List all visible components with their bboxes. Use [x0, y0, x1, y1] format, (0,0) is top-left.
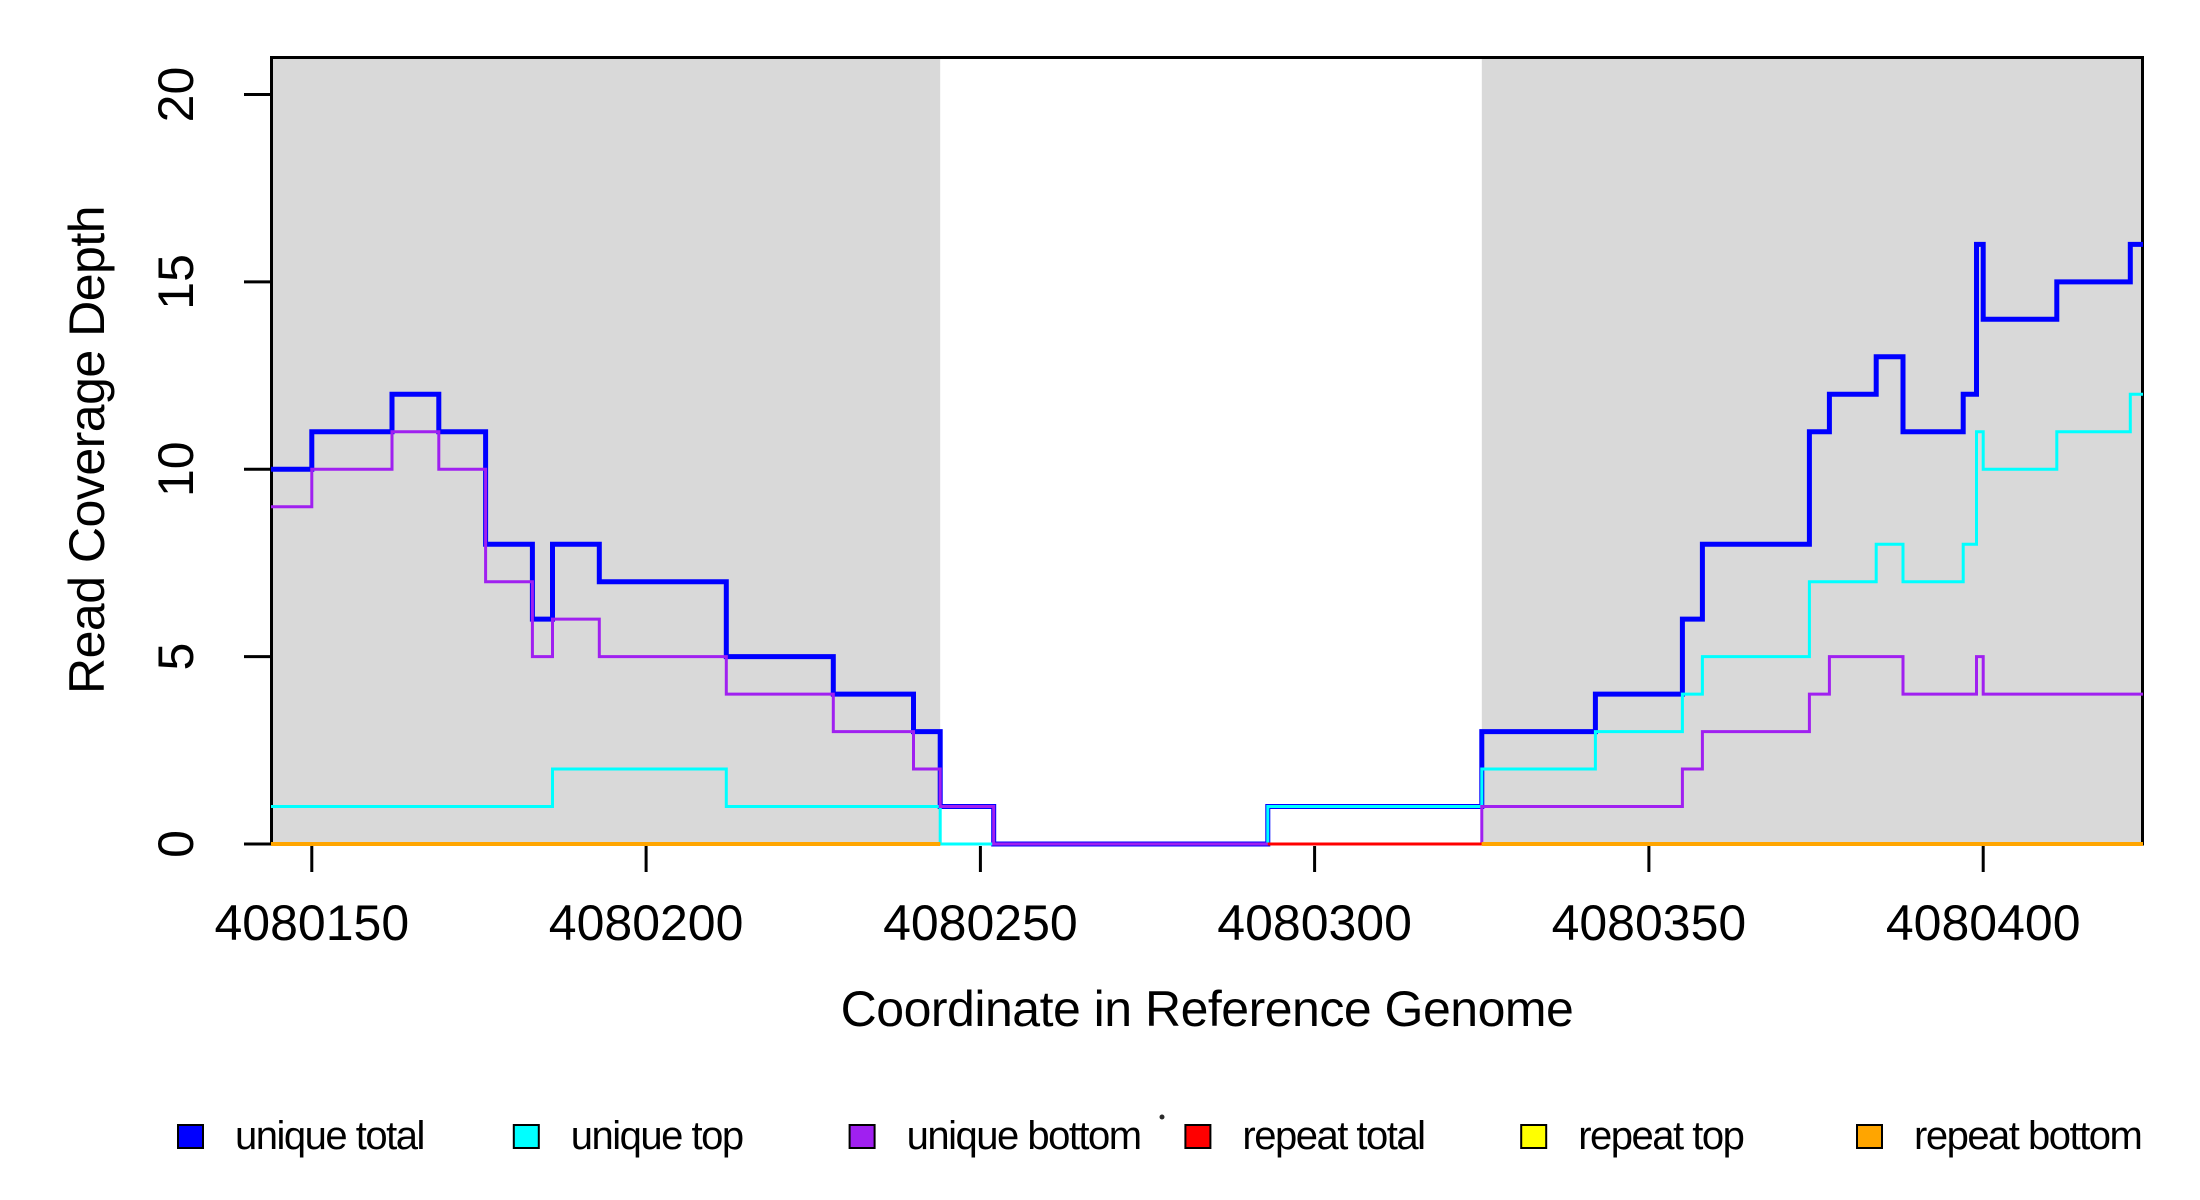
legend-label-repeat-total: repeat total	[1242, 1114, 1424, 1158]
x-tick-label: 4080350	[1552, 895, 1747, 951]
series-line-unique-top	[271, 392, 2143, 846]
masked-region-shade	[271, 58, 941, 844]
legend-item-unique-total: unique total	[177, 1114, 425, 1158]
legend-item-repeat-total: repeat total	[1184, 1114, 1426, 1158]
legend-item-repeat-top: repeat top	[1520, 1114, 1745, 1158]
legend-label-repeat-bottom: repeat bottom	[1914, 1114, 2141, 1158]
x-axis-title: Coordinate in Reference Genome	[841, 981, 1574, 1037]
legend-swatch-repeat-bottom	[1856, 1124, 1883, 1149]
legend: unique total unique top unique bottom repea…	[177, 1114, 2143, 1158]
legend-swatch-unique-bottom	[848, 1124, 876, 1149]
shaded-regions	[271, 58, 2143, 844]
y-tick-label: 15	[148, 254, 204, 310]
y-axis-title: Read Coverage Depth	[59, 206, 115, 694]
legend-swatch-repeat-top	[1520, 1124, 1548, 1149]
x-tick-label: 4080250	[883, 895, 1078, 951]
legend-item-unique-top: unique top	[512, 1114, 744, 1158]
masked-region-shade	[1481, 58, 2143, 844]
legend-label-unique-total: unique total	[235, 1114, 424, 1158]
legend-label-unique-top: unique top	[571, 1114, 743, 1158]
x-tick-label: 4080300	[1217, 895, 1412, 951]
legend-item-unique-bottom: unique bottom	[848, 1114, 1142, 1158]
y-tick-label: 20	[148, 67, 204, 123]
legend-swatch-unique-total	[177, 1124, 204, 1149]
y-tick-label: 10	[148, 441, 204, 497]
x-tick-label: 4080200	[549, 895, 744, 951]
legend-swatch-unique-top	[512, 1124, 540, 1149]
y-tick-label: 0	[148, 830, 204, 858]
legend-label-repeat-top: repeat top	[1578, 1114, 1743, 1158]
y-axis-ticks: 0 5 10 15 20	[148, 67, 270, 858]
series-lines	[271, 241, 2143, 847]
x-axis-ticks: 4080150 4080200 4080250 4080300 4080350 40804…	[214, 846, 2081, 951]
legend-swatch-repeat-total	[1184, 1124, 1212, 1149]
legend-item-repeat-bottom: repeat bottom	[1856, 1114, 2143, 1158]
stray-dot	[1159, 1114, 1165, 1120]
series-line-unique-bottom	[271, 430, 2143, 846]
legend-label-unique-bottom: unique bottom	[907, 1114, 1141, 1158]
y-tick-label: 5	[148, 643, 204, 671]
x-tick-label: 4080150	[214, 895, 409, 951]
x-tick-label: 4080400	[1886, 895, 2081, 951]
